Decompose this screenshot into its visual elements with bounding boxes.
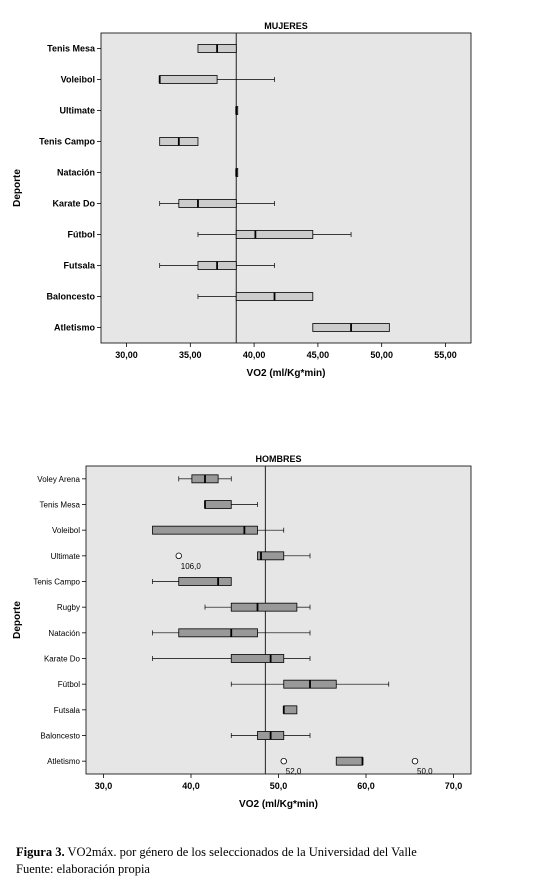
x-tick-label: 55,00 [434,350,457,360]
chart-title: HOMBRES [255,454,301,464]
x-tick-label: 30,00 [115,350,138,360]
plot-area [100,32,472,344]
x-tick-label: 60,0 [357,781,375,791]
outlier-label: 52,0 [286,767,302,776]
box [235,230,314,239]
x-axis-label: VO2 (ml/Kg*min) [247,368,326,379]
box [283,705,298,715]
y-tick-label: Tenis Campo [33,578,80,587]
y-tick-label: Fútbol [68,230,96,240]
figure-caption-label: Figura 3. [16,845,65,859]
x-tick-label: 40,00 [243,350,266,360]
x-tick-label: 70,0 [445,781,463,791]
box [230,602,298,612]
chart-women: MUJERES 30,00 35,00 40,00 45,00 50,00 55,00 VO2… [12,21,472,379]
box [230,654,285,663]
y-tick-label: Ultimate [51,552,81,561]
outlier-point [411,757,419,765]
y-tick-label: Voleibol [61,75,95,85]
x-tick-label: 35,00 [179,350,202,360]
figure-caption: Figura 3. VO2máx. por género de los sele… [16,844,546,860]
outlier-point [175,552,182,560]
plot-area [85,465,472,775]
chart-men: HOMBRES 30,0 40,0 50,0 60,0 70,0 VO2 (ml/Kg*mi… [12,454,472,810]
y-tick-label: Natación [48,629,80,638]
figure-source: Fuente: elaboración propia [16,862,150,876]
y-axis-label: Deporte [12,601,23,639]
y-tick-label: Natación [57,168,95,178]
box [159,75,218,84]
x-tick-label: 45,00 [307,350,330,360]
y-tick-label: Tenis Mesa [47,44,96,54]
y-tick-label: Baloncesto [40,732,80,741]
y-tick-label: Atletismo [54,323,96,333]
outlier-label: 50,0 [417,767,433,776]
chart-title: MUJERES [264,21,308,31]
figure-caption-text: VO2máx. por género de los seleccionados … [67,845,417,859]
box [204,500,232,509]
y-tick-label: Rugby [57,603,80,612]
y-tick-label: Futsala [63,261,96,271]
y-tick-label: Baloncesto [46,292,95,302]
x-tick-label: 50,0 [270,781,288,791]
y-axis-label: Deporte [12,169,23,207]
outlier-label: 106,0 [181,562,202,571]
y-tick-label: Voley Arena [37,475,80,484]
y-tick-label: Futsala [54,706,81,715]
y-tick-label: Fútbol [58,680,80,689]
y-tick-label: Voleibol [52,526,80,535]
y-tick-label: Karate Do [44,655,81,664]
outlier-point [280,757,287,765]
box [178,199,237,208]
y-tick-label: Atletismo [47,757,80,766]
x-tick-label: 40,0 [182,781,200,791]
box [152,525,258,535]
y-tick-label: Tenis Campo [39,137,95,147]
x-tick-label: 50,00 [370,350,393,360]
y-tick-label: Ultimate [59,106,95,116]
box [335,756,363,766]
box [257,551,285,561]
box [178,577,232,586]
x-axis-label: VO2 (ml/Kg*min) [239,799,318,810]
box [178,628,258,638]
y-tick-label: Tenis Mesa [40,501,81,510]
y-tick-label: Karate Do [52,199,95,209]
x-tick-label: 30,0 [95,781,113,791]
